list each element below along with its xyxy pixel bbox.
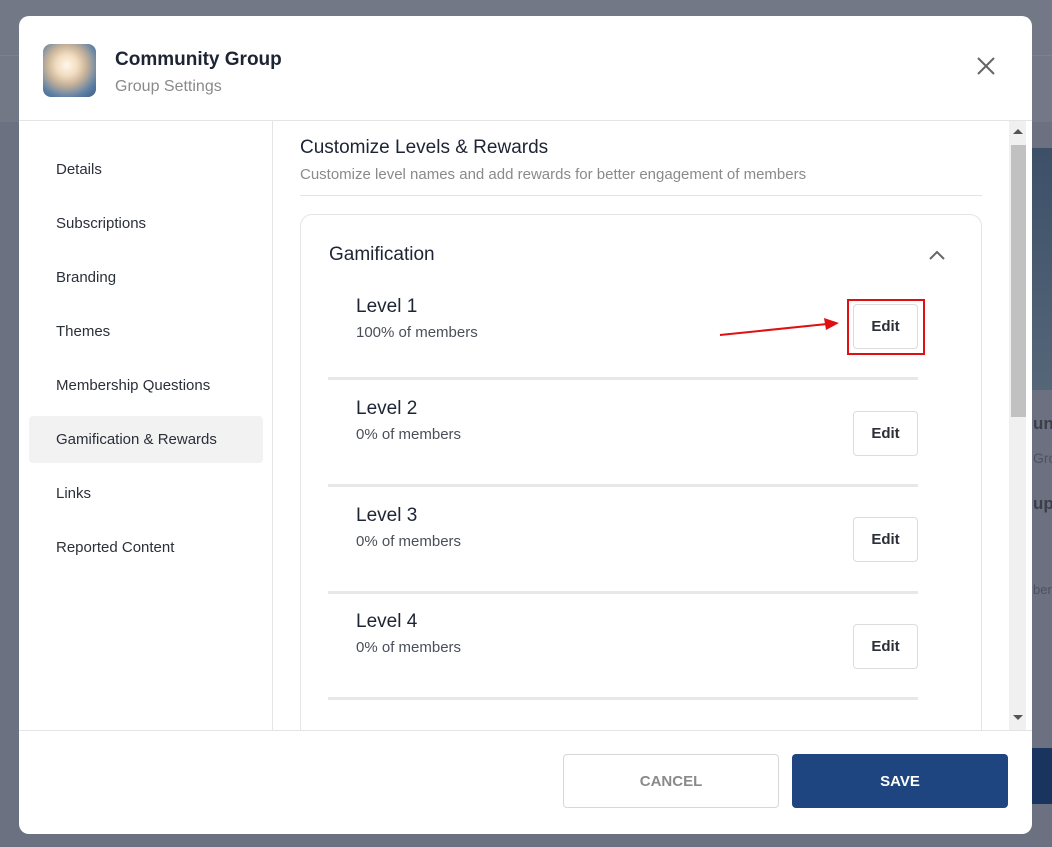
scroll-up-icon[interactable] <box>1013 129 1023 134</box>
background-text: ber <box>1033 582 1052 597</box>
edit-level-4-button[interactable]: Edit <box>853 624 918 669</box>
chevron-up-icon[interactable] <box>927 248 947 262</box>
edit-level-2-button[interactable]: Edit <box>853 411 918 456</box>
sidebar-item-details[interactable]: Details <box>56 161 102 178</box>
level-members: 100% of members <box>356 324 478 341</box>
background-text: up <box>1033 494 1052 513</box>
sidebar-item-branding[interactable]: Branding <box>56 269 117 286</box>
cancel-button[interactable]: CANCEL <box>563 754 779 808</box>
sidebar-item-subscriptions[interactable]: Subscriptions <box>56 215 147 232</box>
level-name: Level 1 <box>356 296 418 317</box>
level-members: 0% of members <box>356 639 462 656</box>
modal-header: Community Group Group Settings <box>19 16 1032 121</box>
sidebar-item-gamification-rewards[interactable]: Gamification & Rewards <box>29 416 263 463</box>
level-row: Level 4 0% of members Edit <box>328 593 918 700</box>
background-text: Gro <box>1033 450 1052 466</box>
group-title: Community Group <box>115 49 282 70</box>
level-members: 0% of members <box>356 426 462 443</box>
sidebar-item-membership-questions[interactable]: Membership Questions <box>56 377 211 394</box>
section-subtitle: Customize level names and add rewards fo… <box>300 166 807 183</box>
background-button <box>1032 748 1052 804</box>
level-row: Level 2 0% of members Edit <box>328 380 918 487</box>
level-row: Level 1 100% of members Edit <box>328 274 918 380</box>
level-row: Level 3 0% of members Edit <box>328 487 918 594</box>
edit-level-3-button[interactable]: Edit <box>853 517 918 562</box>
level-name: Level 2 <box>356 398 418 419</box>
level-name: Level 3 <box>356 505 418 526</box>
settings-content: Customize Levels & Rewards Customize lev… <box>274 121 1009 730</box>
background-cover-image <box>1032 148 1052 390</box>
level-name: Level 4 <box>356 611 418 632</box>
sidebar-item-reported-content[interactable]: Reported Content <box>56 539 175 556</box>
sidebar-item-links[interactable]: Links <box>56 485 92 502</box>
gamification-card: Gamification Level 1 100% of members Edi… <box>300 214 982 730</box>
annotation-highlight-box <box>847 299 925 355</box>
level-members: 0% of members <box>356 533 462 550</box>
close-icon[interactable] <box>974 54 998 78</box>
section-divider <box>300 195 982 196</box>
section-title: Customize Levels & Rewards <box>300 137 549 158</box>
settings-sidebar: Details Subscriptions Branding Themes Me… <box>19 121 273 730</box>
scroll-down-icon[interactable] <box>1013 715 1023 720</box>
background-text: uni <box>1033 414 1052 433</box>
group-settings-modal: Community Group Group Settings Details S… <box>19 16 1032 834</box>
group-subtitle: Group Settings <box>115 78 222 95</box>
modal-footer: CANCEL SAVE <box>19 730 1032 834</box>
card-title: Gamification <box>329 244 435 265</box>
content-scrollbar[interactable] <box>1009 121 1026 730</box>
group-avatar <box>43 44 96 97</box>
edit-level-1-button[interactable]: Edit <box>853 304 918 349</box>
sidebar-item-themes[interactable]: Themes <box>56 323 111 340</box>
annotation-arrow-icon <box>719 318 839 336</box>
scrollbar-thumb[interactable] <box>1011 145 1026 417</box>
save-button[interactable]: SAVE <box>792 754 1008 808</box>
